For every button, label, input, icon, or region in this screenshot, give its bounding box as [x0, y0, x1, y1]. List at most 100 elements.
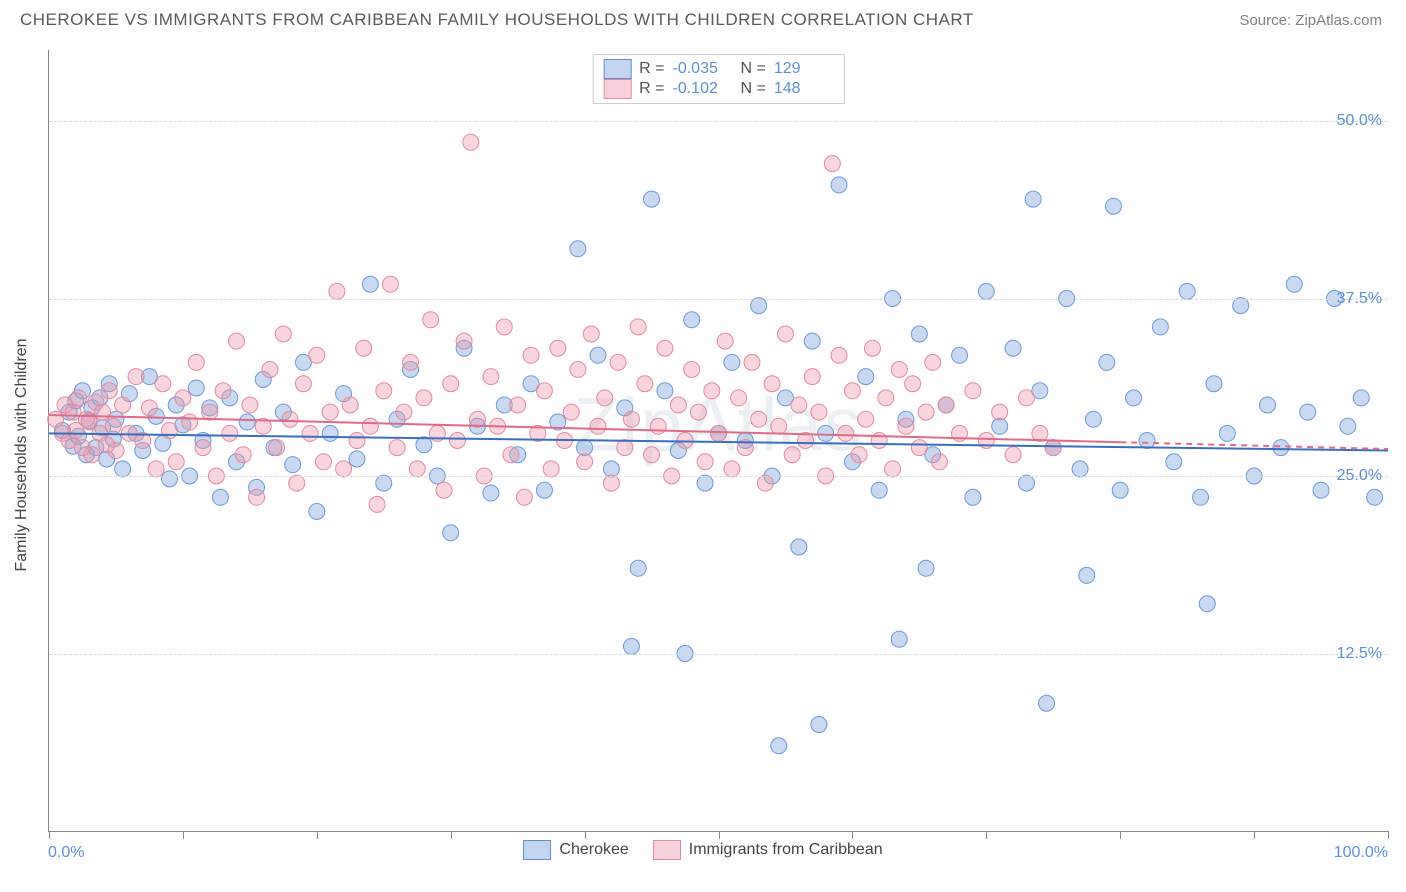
data-point — [389, 440, 405, 456]
data-point — [1340, 418, 1356, 434]
data-point — [48, 411, 64, 427]
data-point — [309, 347, 325, 363]
data-point — [704, 383, 720, 399]
data-point — [690, 404, 706, 420]
data-point — [503, 447, 519, 463]
x-tick — [1120, 831, 1121, 839]
data-point — [911, 440, 927, 456]
x-tick — [1388, 831, 1389, 839]
data-point — [162, 423, 178, 439]
data-point — [844, 383, 860, 399]
data-point — [416, 390, 432, 406]
legend-swatch — [603, 59, 631, 79]
data-point — [403, 354, 419, 370]
data-point — [349, 451, 365, 467]
data-point — [603, 475, 619, 491]
data-point — [717, 333, 733, 349]
data-point — [577, 454, 593, 470]
data-point — [724, 354, 740, 370]
data-point — [697, 475, 713, 491]
legend-item: Cherokee — [523, 840, 628, 860]
data-point — [1353, 390, 1369, 406]
data-point — [1166, 454, 1182, 470]
data-point — [516, 489, 532, 505]
data-point — [623, 638, 639, 654]
data-point — [182, 414, 198, 430]
data-point — [262, 362, 278, 378]
data-point — [483, 485, 499, 501]
data-point — [952, 347, 968, 363]
r-value: -0.102 — [673, 80, 733, 98]
x-tick — [585, 831, 586, 839]
data-point — [1126, 390, 1142, 406]
data-point — [1233, 298, 1249, 314]
data-point — [1152, 319, 1168, 335]
y-tick-label: 50.0% — [1337, 112, 1382, 130]
data-point — [731, 390, 747, 406]
legend-swatch — [523, 840, 551, 860]
data-point — [918, 560, 934, 576]
data-point — [239, 414, 255, 430]
x-tick — [1254, 831, 1255, 839]
data-point — [510, 397, 526, 413]
data-point — [376, 383, 392, 399]
x-tick — [317, 831, 318, 839]
data-point — [577, 440, 593, 456]
data-point — [570, 362, 586, 378]
data-point — [101, 383, 117, 399]
legend-swatch — [653, 840, 681, 860]
data-point — [342, 397, 358, 413]
x-tick — [719, 831, 720, 839]
data-point — [95, 404, 111, 420]
data-point — [362, 276, 378, 292]
data-point — [543, 461, 559, 477]
data-point — [724, 461, 740, 477]
legend-label: Cherokee — [559, 841, 628, 859]
x-tick — [49, 831, 50, 839]
data-point — [858, 411, 874, 427]
data-point — [751, 411, 767, 427]
data-point — [697, 454, 713, 470]
data-point — [657, 340, 673, 356]
data-point — [623, 411, 639, 427]
legend-item: Immigrants from Caribbean — [653, 840, 883, 860]
data-point — [1079, 567, 1095, 583]
data-point — [1005, 447, 1021, 463]
data-point — [992, 418, 1008, 434]
data-point — [269, 440, 285, 456]
data-point — [70, 390, 86, 406]
data-point — [550, 340, 566, 356]
data-point — [1273, 440, 1289, 456]
data-point — [382, 276, 398, 292]
data-point — [168, 454, 184, 470]
gridline — [49, 121, 1388, 122]
y-tick-label: 25.0% — [1337, 467, 1382, 485]
data-point — [563, 404, 579, 420]
data-point — [838, 425, 854, 441]
data-point — [162, 471, 178, 487]
data-point — [771, 738, 787, 754]
data-point — [684, 362, 700, 378]
x-tick — [451, 831, 452, 839]
data-point — [804, 369, 820, 385]
x-tick — [852, 831, 853, 839]
data-point — [925, 354, 941, 370]
data-point — [637, 376, 653, 392]
data-point — [396, 404, 412, 420]
n-value: 148 — [774, 80, 834, 98]
data-point — [1219, 425, 1235, 441]
data-point — [235, 447, 251, 463]
data-point — [108, 442, 124, 458]
data-point — [670, 397, 686, 413]
chart-plot-area: ZipAtlas R = -0.035 N = 129 R = -0.102 N… — [48, 50, 1388, 832]
gridline — [49, 476, 1388, 477]
n-label: N = — [741, 80, 766, 98]
legend-label: Immigrants from Caribbean — [689, 841, 883, 859]
data-point — [289, 475, 305, 491]
x-tick — [986, 831, 987, 839]
data-point — [684, 312, 700, 328]
data-point — [369, 496, 385, 512]
data-point — [617, 440, 633, 456]
data-point — [1259, 397, 1275, 413]
n-value: 129 — [774, 60, 834, 78]
